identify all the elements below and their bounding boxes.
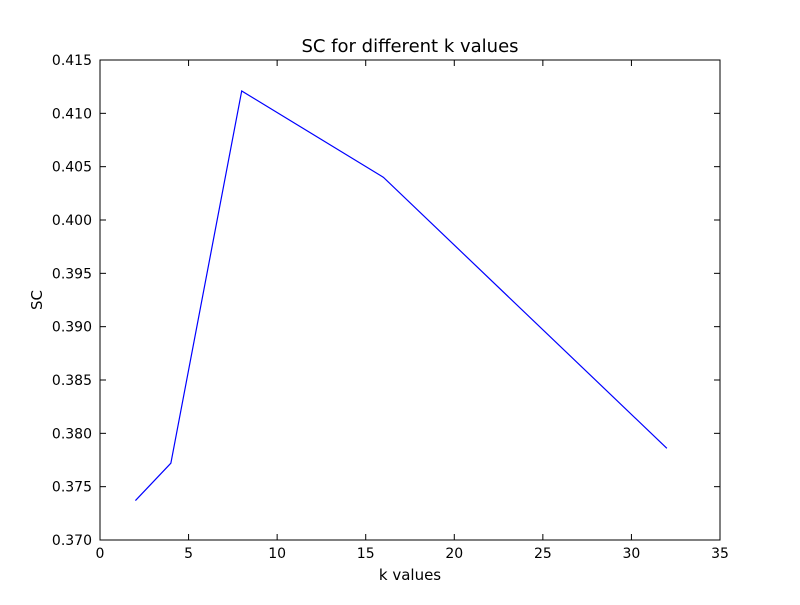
x-axis-label: k values <box>379 566 441 584</box>
y-tick-label: 0.415 <box>52 53 92 69</box>
plot-area: 0 5 10 15 20 25 30 35 0.370 0.375 0.380 0.385 0.390 0… <box>52 53 729 562</box>
x-tick-label: 35 <box>711 546 729 562</box>
x-tick-label: 20 <box>445 546 463 562</box>
y-tick-label: 0.385 <box>52 373 92 389</box>
axes-frame <box>100 60 720 540</box>
y-tick-label: 0.370 <box>52 533 92 549</box>
x-tick-label: 10 <box>268 546 286 562</box>
y-tick-label: 0.405 <box>52 160 92 176</box>
series-line <box>135 91 666 501</box>
y-tick-label: 0.400 <box>52 213 92 229</box>
y-axis-label: SC <box>28 290 46 310</box>
x-tick-label: 25 <box>534 546 552 562</box>
chart-title: SC for different k values <box>301 36 518 57</box>
x-tick-label: 30 <box>623 546 641 562</box>
y-tick-label: 0.395 <box>52 266 92 282</box>
y-tick-label: 0.375 <box>52 480 92 496</box>
x-tick-label: 5 <box>184 546 193 562</box>
x-tick-label: 0 <box>96 546 105 562</box>
y-tick-label: 0.380 <box>52 426 92 442</box>
x-tick-label: 15 <box>357 546 375 562</box>
y-tick-label: 0.410 <box>52 106 92 122</box>
y-tick-label: 0.390 <box>52 320 92 336</box>
